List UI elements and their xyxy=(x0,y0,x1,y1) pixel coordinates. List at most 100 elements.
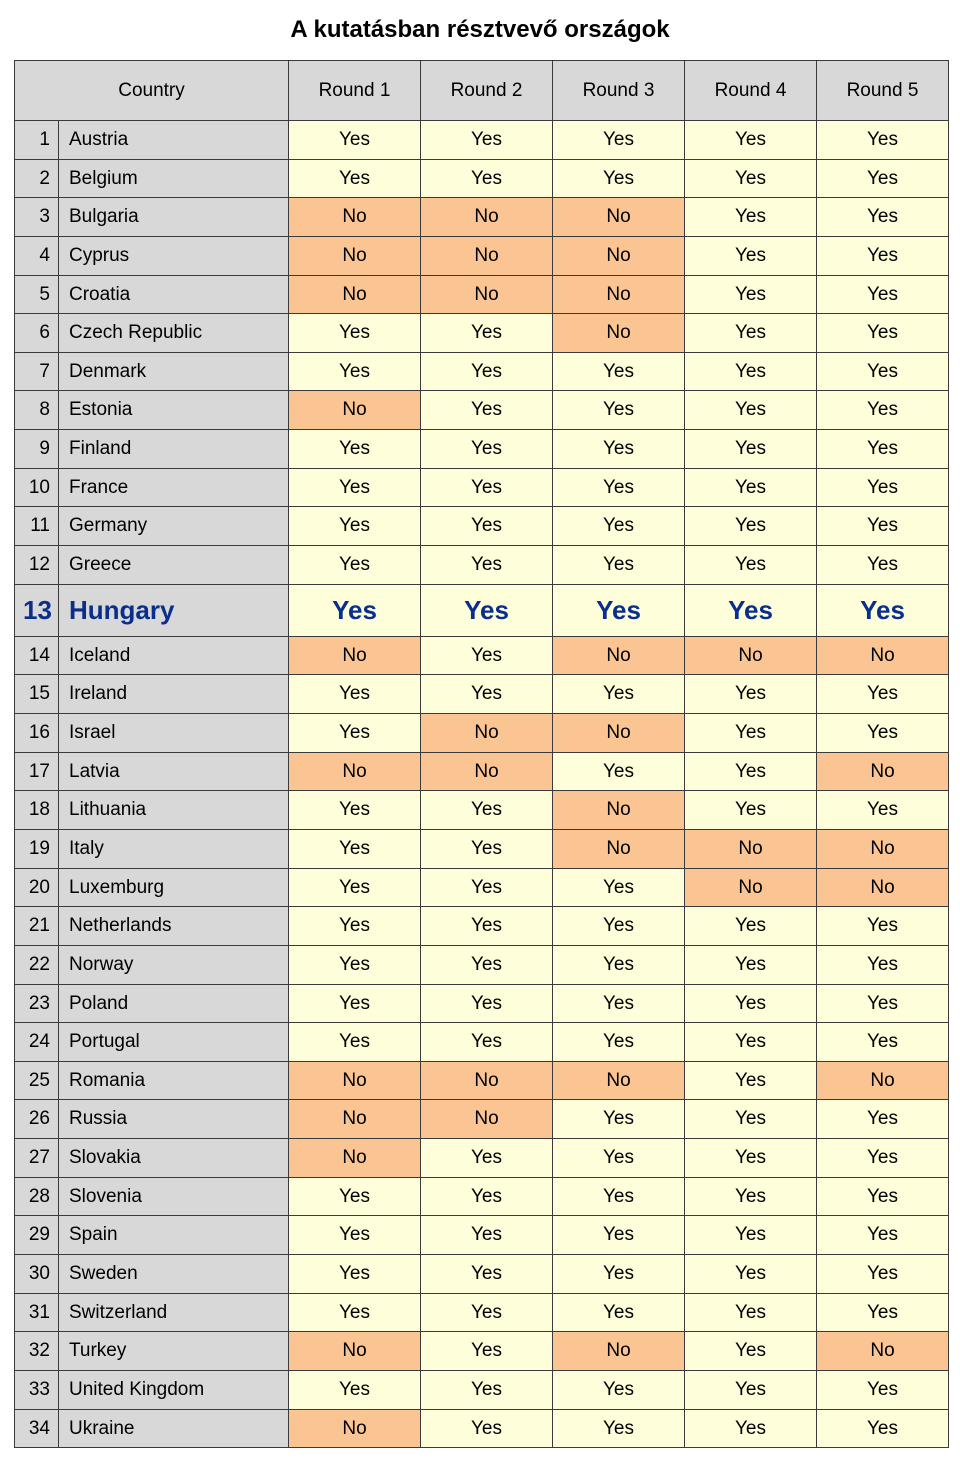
row-round-5: Yes xyxy=(817,984,949,1023)
row-round-5: No xyxy=(817,752,949,791)
table-row: 15IrelandYesYesYesYesYes xyxy=(15,675,949,714)
row-round-5: Yes xyxy=(817,1409,949,1448)
row-index: 32 xyxy=(15,1332,59,1371)
row-round-4: Yes xyxy=(685,275,817,314)
row-round-4: Yes xyxy=(685,1409,817,1448)
row-round-4: No xyxy=(685,868,817,907)
row-index: 23 xyxy=(15,984,59,1023)
row-round-4: Yes xyxy=(685,198,817,237)
row-round-3: Yes xyxy=(553,907,685,946)
row-round-2: Yes xyxy=(421,391,553,430)
row-round-4: Yes xyxy=(685,391,817,430)
row-country: Czech Republic xyxy=(59,314,289,353)
row-round-3: No xyxy=(553,829,685,868)
row-round-2: Yes xyxy=(421,352,553,391)
row-round-5: Yes xyxy=(817,714,949,753)
row-round-3: No xyxy=(553,714,685,753)
table-row: 21NetherlandsYesYesYesYesYes xyxy=(15,907,949,946)
row-round-5: Yes xyxy=(817,159,949,198)
row-round-3: Yes xyxy=(553,984,685,1023)
row-round-5: Yes xyxy=(817,791,949,830)
table-row: 18LithuaniaYesYesNoYesYes xyxy=(15,791,949,830)
row-round-3: Yes xyxy=(553,121,685,160)
row-round-2: Yes xyxy=(421,907,553,946)
row-round-5: Yes xyxy=(817,584,949,636)
row-round-1: No xyxy=(289,752,421,791)
table-row: 23PolandYesYesYesYesYes xyxy=(15,984,949,1023)
row-index: 3 xyxy=(15,198,59,237)
row-country: Germany xyxy=(59,507,289,546)
table-row: 2BelgiumYesYesYesYesYes xyxy=(15,159,949,198)
row-round-4: Yes xyxy=(685,675,817,714)
row-index: 16 xyxy=(15,714,59,753)
row-index: 30 xyxy=(15,1255,59,1294)
row-round-2: Yes xyxy=(421,121,553,160)
row-round-4: Yes xyxy=(685,159,817,198)
row-round-5: Yes xyxy=(817,546,949,585)
row-round-1: Yes xyxy=(289,1293,421,1332)
table-row: 13HungaryYesYesYesYesYes xyxy=(15,584,949,636)
row-round-5: No xyxy=(817,868,949,907)
row-round-2: Yes xyxy=(421,1255,553,1294)
col-country: Country xyxy=(15,61,289,121)
row-round-3: Yes xyxy=(553,1177,685,1216)
table-row: 5CroatiaNoNoNoYesYes xyxy=(15,275,949,314)
table-row: 7DenmarkYesYesYesYesYes xyxy=(15,352,949,391)
row-round-1: No xyxy=(289,1061,421,1100)
row-index: 22 xyxy=(15,945,59,984)
row-round-5: No xyxy=(817,1061,949,1100)
row-round-1: No xyxy=(289,1332,421,1371)
row-country: Russia xyxy=(59,1100,289,1139)
row-round-5: Yes xyxy=(817,236,949,275)
row-round-2: Yes xyxy=(421,546,553,585)
row-round-4: Yes xyxy=(685,1139,817,1178)
row-index: 27 xyxy=(15,1139,59,1178)
row-round-4: Yes xyxy=(685,1216,817,1255)
row-index: 28 xyxy=(15,1177,59,1216)
row-round-5: Yes xyxy=(817,198,949,237)
row-index: 20 xyxy=(15,868,59,907)
row-round-3: Yes xyxy=(553,868,685,907)
table-row: 33United KingdomYesYesYesYesYes xyxy=(15,1370,949,1409)
row-round-4: Yes xyxy=(685,945,817,984)
row-index: 14 xyxy=(15,636,59,675)
row-round-2: Yes xyxy=(421,430,553,469)
page-container: A kutatásban résztvevő országok Country … xyxy=(0,0,960,1458)
row-round-4: Yes xyxy=(685,1061,817,1100)
row-round-5: No xyxy=(817,636,949,675)
row-round-4: Yes xyxy=(685,546,817,585)
table-row: 25RomaniaNoNoNoYesNo xyxy=(15,1061,949,1100)
table-row: 20LuxemburgYesYesYesNoNo xyxy=(15,868,949,907)
row-round-5: Yes xyxy=(817,121,949,160)
row-country: Austria xyxy=(59,121,289,160)
row-index: 19 xyxy=(15,829,59,868)
row-round-1: Yes xyxy=(289,714,421,753)
row-country: Lithuania xyxy=(59,791,289,830)
row-round-1: Yes xyxy=(289,868,421,907)
row-round-3: Yes xyxy=(553,1216,685,1255)
row-round-5: Yes xyxy=(817,1216,949,1255)
table-row: 12GreeceYesYesYesYesYes xyxy=(15,546,949,585)
row-index: 8 xyxy=(15,391,59,430)
row-round-2: No xyxy=(421,275,553,314)
row-country: Portugal xyxy=(59,1023,289,1062)
row-round-2: Yes xyxy=(421,1332,553,1371)
col-round-4: Round 4 xyxy=(685,61,817,121)
row-country: France xyxy=(59,468,289,507)
row-round-5: Yes xyxy=(817,507,949,546)
table-row: 17LatviaNoNoYesYesNo xyxy=(15,752,949,791)
row-round-1: Yes xyxy=(289,791,421,830)
row-round-1: Yes xyxy=(289,1255,421,1294)
row-round-1: Yes xyxy=(289,430,421,469)
col-round-1: Round 1 xyxy=(289,61,421,121)
row-round-4: Yes xyxy=(685,468,817,507)
row-round-5: Yes xyxy=(817,275,949,314)
row-round-4: Yes xyxy=(685,1370,817,1409)
table-row: 1AustriaYesYesYesYesYes xyxy=(15,121,949,160)
page-title: A kutatásban résztvevő országok xyxy=(14,16,946,44)
row-round-2: Yes xyxy=(421,829,553,868)
row-round-1: No xyxy=(289,198,421,237)
row-round-2: No xyxy=(421,198,553,237)
row-country: Ukraine xyxy=(59,1409,289,1448)
row-round-5: Yes xyxy=(817,1255,949,1294)
